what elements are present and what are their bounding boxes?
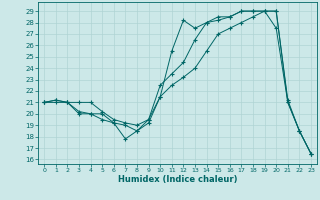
X-axis label: Humidex (Indice chaleur): Humidex (Indice chaleur) <box>118 175 237 184</box>
